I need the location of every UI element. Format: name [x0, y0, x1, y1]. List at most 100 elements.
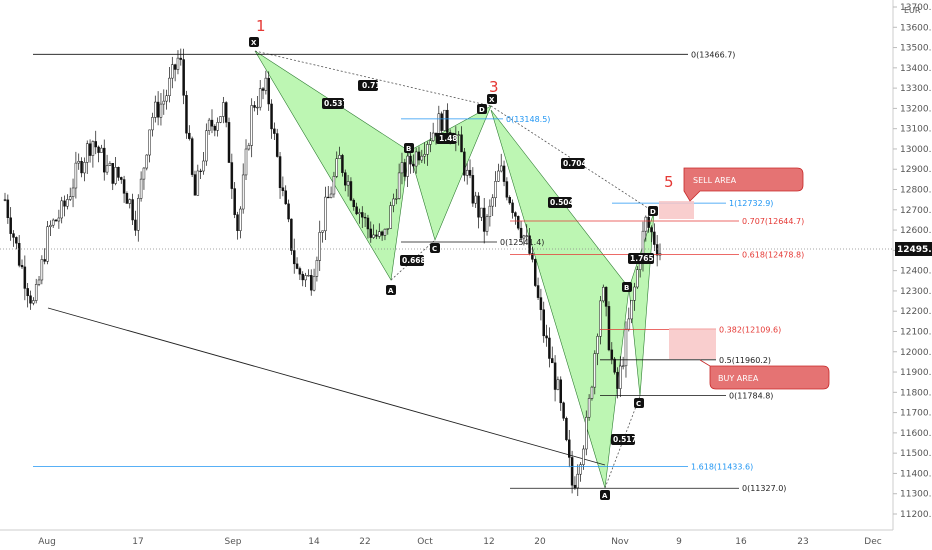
- candle-body: [156, 101, 160, 118]
- x-tick-label: 12: [483, 537, 494, 547]
- candle-body: [162, 100, 166, 105]
- x-axis[interactable]: Aug 17 Sep 14 22 Oct 12 20 Nov 9 16 23 Dec: [0, 529, 893, 547]
- candle-body: [477, 195, 480, 218]
- candle-body: [9, 217, 12, 234]
- candle-body: [644, 216, 648, 232]
- y-axis[interactable]: 13700.0 13600.0 13500.0 13400.0 13300.0 13200…: [892, 0, 932, 530]
- y-tick-label: 13500.0: [900, 44, 932, 54]
- candle-body: [287, 203, 290, 220]
- candle-body: [77, 160, 80, 164]
- ratio-label: 1.48: [439, 134, 458, 143]
- candle-body: [34, 284, 38, 301]
- x-tick-label: Nov: [611, 537, 629, 547]
- candle-body: [139, 178, 143, 199]
- candle-body: [63, 200, 66, 207]
- level-label: 0.382(12109.6): [719, 326, 781, 335]
- candle-body: [318, 232, 321, 261]
- pattern-point: A: [602, 492, 608, 500]
- x-tick-label: Sep: [225, 537, 242, 547]
- candle-body: [437, 113, 441, 136]
- y-tick-label: 12100.0: [900, 327, 932, 337]
- candle-body: [403, 162, 407, 177]
- candle-body: [205, 130, 208, 162]
- candle-body: [338, 155, 341, 159]
- y-tick-label: 11200.0: [900, 510, 932, 520]
- candle-body: [400, 162, 404, 174]
- y-tick-label: 12900.0: [900, 165, 932, 175]
- candle-body: [369, 228, 373, 238]
- last-price-badge: [895, 242, 932, 256]
- fib-levels: 0(13466.7) 0(13148.5) 0(12541.4) 1(12732.9)…: [33, 50, 804, 493]
- candle-body: [233, 188, 236, 215]
- candle-body: [366, 217, 370, 230]
- candle-body: [621, 365, 625, 367]
- candle-body: [182, 59, 185, 96]
- candle-body: [417, 151, 421, 161]
- pattern-point: A: [388, 287, 394, 295]
- candle-body: [363, 216, 367, 219]
- candle-body: [553, 362, 557, 390]
- candle-body: [88, 143, 92, 156]
- candle-body: [241, 174, 245, 210]
- candle-body: [51, 219, 55, 226]
- candle-body: [60, 200, 63, 219]
- candle-body: [151, 117, 154, 131]
- candle-body: [185, 95, 188, 134]
- pattern-point: C: [432, 245, 437, 253]
- candle-body: [341, 155, 344, 173]
- candle-body: [409, 155, 412, 165]
- candle-body: [482, 207, 486, 232]
- x-tick-label: Oct: [417, 537, 433, 547]
- candle-body: [440, 113, 443, 131]
- trendline-lower: [47, 307, 606, 466]
- candle-body: [499, 165, 503, 172]
- candle-body: [97, 146, 100, 153]
- x-tick-label: 9: [676, 537, 682, 547]
- level-label: 0(11327.0): [742, 484, 786, 493]
- candle-body: [627, 318, 631, 330]
- candle-body: [23, 266, 27, 289]
- candle-body: [165, 95, 168, 102]
- candle-body: [176, 57, 180, 70]
- plot-area[interactable]: [0, 0, 893, 530]
- candle-body: [292, 250, 296, 265]
- y-tick-label: 11800.0: [900, 388, 932, 398]
- candle-body: [29, 295, 32, 304]
- candle-body: [145, 154, 149, 169]
- candle-body: [213, 125, 217, 131]
- candle-body: [57, 217, 61, 222]
- pattern-point: B: [406, 145, 411, 153]
- candle-body: [12, 233, 15, 238]
- candle-body: [443, 109, 446, 131]
- ratio-label: 0.537: [324, 99, 348, 108]
- candle-body: [137, 198, 140, 231]
- candle-body: [190, 138, 194, 175]
- candle-body: [536, 285, 540, 298]
- candle-body: [270, 103, 273, 130]
- candle-body: [298, 268, 302, 275]
- candle-body: [312, 276, 316, 291]
- candle-body: [573, 484, 577, 489]
- candle-body: [633, 286, 636, 301]
- candle-body: [222, 102, 225, 117]
- level-label: 0.707(12644.7): [742, 217, 804, 226]
- candle-body: [511, 202, 514, 213]
- candle-body: [20, 265, 24, 268]
- buy-zone: [669, 328, 716, 359]
- candle-body: [105, 165, 109, 173]
- candle-body: [602, 286, 605, 302]
- candle-body: [497, 170, 500, 182]
- candle-body: [539, 297, 543, 310]
- level-label: 1(12732.9): [729, 199, 773, 208]
- candle-body: [528, 235, 531, 254]
- y-tick-label: 11500.0: [900, 449, 932, 459]
- candle-body: [26, 288, 29, 297]
- candle-body: [630, 300, 633, 320]
- candle-body: [199, 170, 202, 173]
- x-tick-label: 20: [534, 537, 546, 547]
- candle-body: [556, 379, 560, 390]
- level-label: 0(13148.5): [506, 115, 550, 124]
- y-tick-label: 12400.0: [900, 267, 932, 277]
- candle-body: [465, 169, 469, 176]
